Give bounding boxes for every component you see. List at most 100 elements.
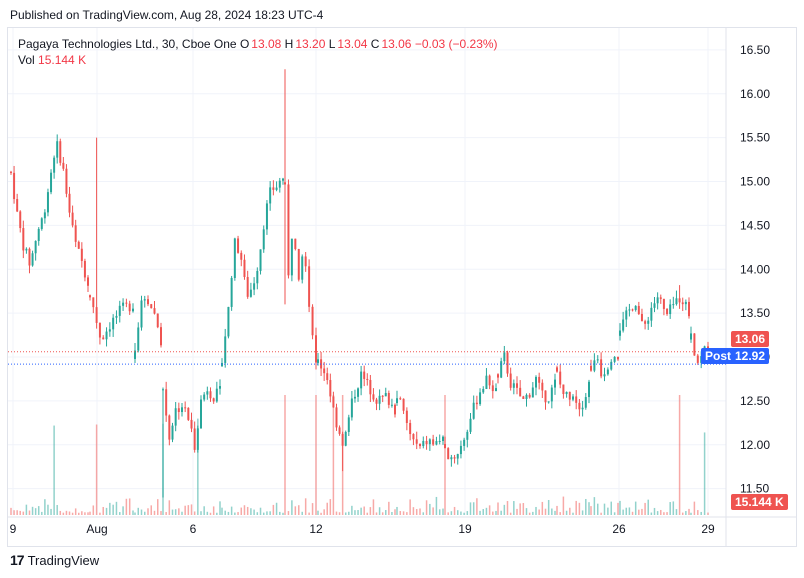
candle-body [617,356,619,360]
volume-bar [203,506,205,515]
volume-bar [329,499,332,515]
volume-bar [492,511,494,515]
candle-body [631,309,634,311]
volume-bar [28,510,31,515]
change-value: −0.03 (−0.23%) [414,37,498,51]
candle-body [347,417,350,432]
volume-bar [415,509,418,515]
candle-body [554,379,556,388]
candle-body [675,298,678,305]
candle-body [550,387,553,402]
candle-body [272,187,275,190]
volume-bar [634,501,637,515]
volume-bar [323,509,325,515]
last-price-badge: 13.06 [731,331,770,347]
volume-bar [354,510,356,515]
volume-bar [503,504,506,515]
volume-bar [569,507,571,515]
volume-bar [476,498,478,515]
candle-body [425,440,428,445]
volume-bar [506,501,509,515]
volume-bar [174,509,177,515]
candle-body [140,300,143,328]
volume-bar [472,502,475,515]
volume-bar [516,508,518,515]
candle-body [221,362,223,367]
volume-bar [109,502,111,515]
candle-body [125,302,128,304]
volume-bar [25,504,28,515]
volume-bar [237,512,239,515]
candle-body [562,384,565,395]
volume-bar [317,510,319,515]
volume-bar [653,507,656,515]
high-label: H [284,37,294,51]
candle-body [311,306,314,336]
volume-bar [482,509,484,515]
candle-body [301,256,304,280]
candle-body [233,238,236,278]
candle-body [628,309,631,311]
volume-bar [315,395,317,515]
volume-bar [588,502,590,515]
volume-bar [565,510,568,515]
candle-body [519,387,522,397]
volume-bar [597,503,599,515]
candle-body [16,199,19,212]
candle-body [40,218,43,229]
volume-bar [479,510,481,515]
candle-body [22,228,25,251]
candle-body [28,248,31,266]
volume-bar [406,512,408,515]
y-tick-label: 15.50 [740,131,770,145]
candle-body [10,171,12,173]
volume-bar [672,501,675,515]
volume-bar [429,503,431,515]
candle-body [31,253,34,266]
candle-body [463,439,466,446]
candle-body [115,315,118,318]
volume-bar [607,507,609,515]
volume-bar [150,505,152,515]
volume-bar [246,506,249,515]
candle-body [396,398,398,404]
volume-bar [53,425,55,515]
candle-body [230,277,233,307]
candle-body [184,407,187,409]
volume-bar [112,504,114,515]
candle-body [450,457,453,460]
candle-body [485,375,488,389]
candle-body [360,371,363,389]
candle-body [317,359,319,363]
candle-body [294,238,297,250]
volume-bar [522,503,525,515]
candle-body [381,395,384,397]
candle-body [610,361,613,370]
candle-body [482,388,485,393]
volume-bar [685,511,687,515]
volume-value: 15.144 K [38,53,87,67]
candle-body [332,396,335,408]
candle-body [89,295,91,298]
volume-bar [44,499,46,515]
volume-bar [311,503,314,515]
tradingview-logo[interactable]: 17 TradingView [10,552,99,568]
volume-bar [144,511,146,515]
candle-body [693,333,696,356]
volume-bar [78,512,80,515]
x-tick-label: 26 [612,522,626,536]
candle-body [525,394,528,399]
volume-bar [513,501,515,515]
candle-body [415,439,418,444]
candle-body [541,382,544,391]
volume-bar [457,510,459,515]
candle-body [227,306,230,337]
volume-bar [432,507,434,515]
candle-body [128,303,131,312]
candle-body [384,393,387,397]
volume-bar [338,512,341,515]
volume-bar [71,512,74,515]
volume-bar [660,509,662,515]
volume-bar [541,501,544,515]
